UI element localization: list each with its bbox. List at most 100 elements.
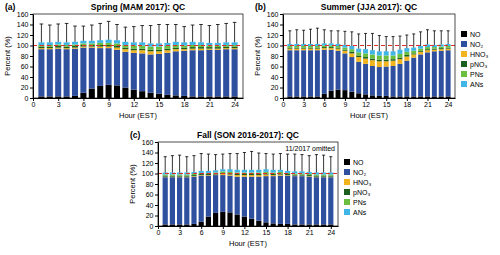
plot-frame <box>283 14 455 98</box>
error-bar-cap <box>350 31 353 32</box>
bar-segment <box>256 170 261 173</box>
bar-segment <box>223 48 229 49</box>
bar-segment <box>235 170 240 173</box>
bar-segment <box>256 175 261 177</box>
bar-segment <box>235 174 240 175</box>
error-bar <box>107 21 111 39</box>
y-tick-mark <box>280 25 283 26</box>
chart-title: Spring (MAM 2017): QC <box>91 2 185 12</box>
bar-segment <box>263 169 268 172</box>
bar-segment <box>308 46 313 48</box>
error-bar-cap <box>257 153 260 154</box>
y-axis: 020406080100120140160 <box>17 11 34 102</box>
error-bar-stem <box>230 154 231 170</box>
y-tick-label: 100 <box>142 170 154 177</box>
bar-segment <box>271 170 276 173</box>
bar-segment <box>97 43 103 45</box>
bar-segment <box>391 66 396 96</box>
legend-swatch <box>461 31 467 37</box>
bar-segment <box>411 48 416 51</box>
error-bar <box>115 25 119 41</box>
y-tick-mark <box>30 46 33 47</box>
x-tick-label: 3 <box>178 229 182 236</box>
bar-segment <box>148 51 154 54</box>
bar-segment <box>342 50 347 51</box>
x-tick-label: 24 <box>231 101 239 108</box>
x-tick-label: 12 <box>362 101 370 108</box>
bar-segment <box>328 176 333 177</box>
y-tick-mark <box>280 14 283 15</box>
bar-segment <box>191 176 196 178</box>
error-bar <box>322 155 325 172</box>
error-bar-cap <box>385 36 388 37</box>
bar-segment <box>72 49 78 96</box>
bar-segment <box>432 51 437 96</box>
bar-segment <box>299 175 304 177</box>
bar-segment <box>308 48 313 49</box>
bar-segment <box>384 51 389 55</box>
error-bar-cap <box>286 154 289 155</box>
error-bar-stem <box>192 25 193 42</box>
error-bar-cap <box>208 25 212 26</box>
y-tick-label: 100 <box>267 42 279 49</box>
y-tick-label: 80 <box>146 181 154 188</box>
bar-segment <box>148 54 154 92</box>
bar-segment <box>356 49 361 53</box>
error-bar-cap <box>392 36 395 37</box>
bar-segment <box>190 49 196 51</box>
error-bar-stem <box>41 24 42 42</box>
error-bar-stem <box>448 31 449 44</box>
bar-segment <box>198 50 204 96</box>
bar-segment <box>164 53 170 95</box>
bar-segment <box>97 47 103 49</box>
bar-segment <box>287 48 292 49</box>
bar-segment <box>170 177 175 224</box>
legend-label: NO₂ <box>353 169 367 176</box>
legend-swatch <box>344 209 350 215</box>
error-bar <box>286 154 289 171</box>
bar-segment <box>307 175 312 176</box>
error-bar <box>378 36 381 52</box>
error-bar <box>192 156 195 172</box>
bar-segment <box>206 49 212 50</box>
error-bar <box>149 26 153 44</box>
bar-segment <box>97 86 103 98</box>
bar-segment <box>411 53 416 54</box>
bar-segment <box>249 175 254 177</box>
bar-segment <box>80 93 86 98</box>
error-bar <box>329 157 332 173</box>
bar-segment <box>271 174 276 175</box>
error-bar-stem <box>215 155 216 171</box>
bar-segment <box>287 46 292 48</box>
y-tick-mark <box>30 88 33 89</box>
error-bar <box>308 156 311 172</box>
panel: 03691215182124020406080100120140160Fall … <box>128 130 372 248</box>
y-axis: 020406080100120140160 <box>267 11 284 102</box>
y-tick-mark <box>30 77 33 78</box>
error-bar-cap <box>371 33 374 34</box>
panel-label: (a) <box>5 2 16 12</box>
legend-swatch <box>344 169 350 175</box>
bar-segment <box>220 171 225 173</box>
error-bar-cap <box>185 156 188 157</box>
bar-segment <box>122 52 128 88</box>
error-bar <box>124 27 128 42</box>
error-bar <box>364 33 367 49</box>
error-bar-stem <box>273 154 274 170</box>
bar-segment <box>223 47 229 49</box>
bar-segment <box>199 174 204 175</box>
x-tick: 3 <box>57 98 61 108</box>
bar-segment <box>363 57 368 59</box>
error-bar-stem <box>244 153 245 170</box>
bar-segment <box>391 55 396 59</box>
bar-segment <box>106 43 112 45</box>
legend: NONO₂HNO₃pNO₃PNsANs <box>344 159 372 216</box>
bar-segment <box>156 54 162 94</box>
y-tick: 20 <box>146 212 158 219</box>
bar-segment <box>322 47 327 48</box>
y-tick-mark <box>280 46 283 47</box>
bar-segment <box>349 49 354 52</box>
error-bar-cap <box>48 25 52 26</box>
bar-segment <box>215 49 221 50</box>
bar-segment <box>198 42 204 45</box>
